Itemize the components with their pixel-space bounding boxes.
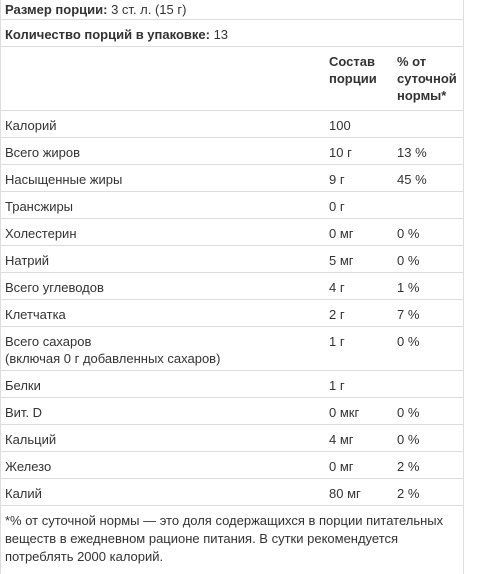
percent: 0 % [397, 334, 420, 349]
percent: 0 % [397, 226, 420, 241]
nutrient-cell: Вит. D [1, 398, 321, 424]
nutrient-row: Насыщенные жиры 9 г 45 % [1, 165, 463, 192]
servings-row: Количество порций в упаковке: 13 [1, 20, 463, 47]
amount: 9 г [329, 172, 345, 187]
amount: 1 г [329, 334, 345, 349]
amount: 4 г [329, 280, 345, 295]
nutrient-name: Трансжиры [5, 199, 74, 214]
nutrient-cell: Белки [1, 371, 321, 397]
nutrient-name: Калорий [5, 118, 57, 133]
nutrient-name: Холестерин [5, 226, 77, 241]
nutrient-row: Трансжиры 0 г [1, 192, 463, 219]
percent: 13 % [397, 145, 427, 160]
rows: Калорий 100 Всего жиров 10 г 13 % Насыщенные … [1, 111, 463, 506]
header-blank [1, 47, 321, 110]
nutrient-name: Кальций [5, 432, 57, 447]
amount: 1 г [329, 378, 345, 393]
nutrient-name: Клетчатка [5, 307, 66, 322]
nutrient-cell: Насыщенные жиры [1, 165, 321, 191]
amount: 0 мкг [329, 405, 360, 420]
nutrient-row: Холестерин 0 мг 0 % [1, 219, 463, 246]
nutrient-name: Всего углеводов [5, 280, 104, 295]
servings-value: 13 [213, 27, 229, 42]
nutrient-name: Всего сахаров [5, 334, 92, 349]
nutrient-cell: Всего сахаров (включая 0 г добавленных са… [1, 327, 321, 370]
nutrient-name: Вит. D [5, 405, 43, 420]
nutrition-table: Размер порции: 3 ст. л. (15 г) Количеств… [0, 0, 464, 574]
nutrient-row: Калорий 100 [1, 111, 463, 138]
nutrient-row: Клетчатка 2 г 7 % [1, 300, 463, 327]
nutrient-cell: Калорий [1, 111, 321, 137]
serving-value: 3 ст. л. (15 г) [111, 2, 187, 17]
nutrient-name: Насыщенные жиры [5, 172, 123, 187]
nutrient-cell: Натрий [1, 246, 321, 272]
percent: 2 % [397, 486, 420, 501]
nutrient-row: Натрий 5 мг 0 % [1, 246, 463, 273]
percent: 45 % [397, 172, 427, 187]
amount: 0 г [329, 199, 345, 214]
percent: 0 % [397, 432, 420, 447]
amount: 2 г [329, 307, 345, 322]
percent: 0 % [397, 405, 420, 420]
amount: 0 мг [329, 226, 354, 241]
serving-row: Размер порции: 3 ст. л. (15 г) [1, 0, 463, 20]
percent: 2 % [397, 459, 420, 474]
nutrient-name: Натрий [5, 253, 50, 268]
nutrient-cell: Всего жиров [1, 138, 321, 164]
nutrient-row: Белки 1 г [1, 371, 463, 398]
serving-label: Размер порции: [5, 2, 108, 17]
nutrient-row: Всего сахаров (включая 0 г добавленных са… [1, 327, 463, 371]
nutrient-cell: Калий [1, 479, 321, 505]
amount: 10 г [329, 145, 352, 160]
header-amount: Состав порции [329, 54, 377, 86]
percent-blank [389, 371, 461, 397]
nutrient-row: Кальций 4 мг 0 % [1, 425, 463, 452]
nutrient-cell: Кальций [1, 425, 321, 451]
servings-label: Количество порций в упаковке: [5, 27, 210, 42]
nutrient-row: Всего углеводов 4 г 1 % [1, 273, 463, 300]
nutrient-note: (включая 0 г добавленных сахаров) [5, 351, 221, 366]
nutrient-name: Железо [5, 459, 52, 474]
nutrient-cell: Железо [1, 452, 321, 478]
amount: 4 мг [329, 432, 354, 447]
amount: 0 мг [329, 459, 354, 474]
amount: 80 мг [329, 486, 361, 501]
nutrient-cell: Всего углеводов [1, 273, 321, 299]
nutrient-name: Всего жиров [5, 145, 81, 160]
nutrient-cell: Клетчатка [1, 300, 321, 326]
nutrient-row: Калий 80 мг 2 % [1, 479, 463, 506]
percent-blank [389, 111, 461, 137]
percent: 0 % [397, 253, 420, 268]
nutrient-name: Белки [5, 378, 41, 393]
amount: 5 мг [329, 253, 354, 268]
nutrient-row: Железо 0 мг 2 % [1, 452, 463, 479]
nutrient-cell: Холестерин [1, 219, 321, 245]
nutrient-name: Калий [5, 486, 42, 501]
percent-blank [389, 192, 461, 218]
header-percent: % от суточной нормы* [397, 54, 457, 103]
nutrient-cell: Трансжиры [1, 192, 321, 218]
header-row: Состав порции % от суточной нормы* [1, 47, 463, 111]
nutrient-row: Вит. D 0 мкг 0 % [1, 398, 463, 425]
nutrient-row: Всего жиров 10 г 13 % [1, 138, 463, 165]
amount: 100 [329, 118, 351, 133]
footnote: *% от суточной нормы — это доля содержащ… [5, 513, 444, 564]
percent: 7 % [397, 307, 420, 322]
percent: 1 % [397, 280, 420, 295]
